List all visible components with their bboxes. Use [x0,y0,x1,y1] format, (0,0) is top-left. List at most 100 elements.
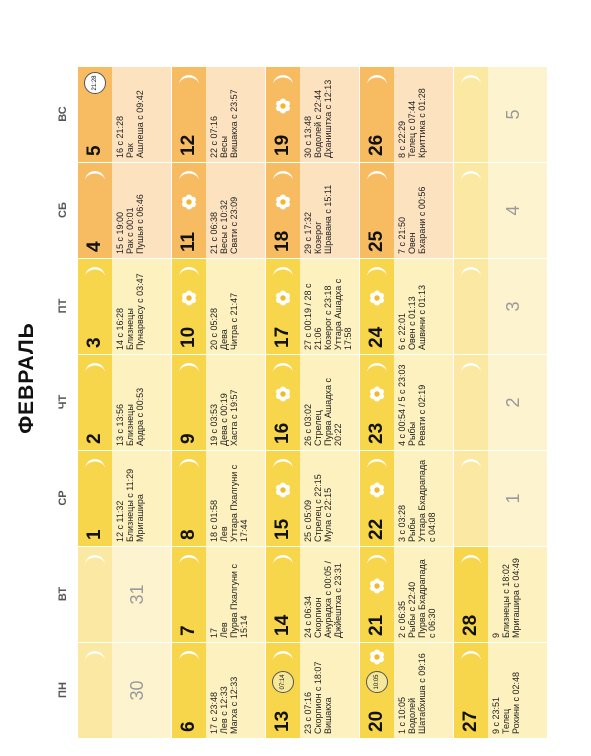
day-header-band [360,547,394,642]
day-cell[interactable]: 12 22 с 07:16 Весы Вишакха с 23:57 [172,66,266,162]
day-header-band [360,451,394,546]
day-cell[interactable]: 3 14 с 16:28 Близнецы Пунарвасу с 03:47 [78,258,172,354]
lunar-info: 14 с 16:28 Близнецы Пунарвасу с 03:47 [115,273,145,350]
day-cell[interactable]: 5 [454,66,548,162]
crescent-moon-icon [273,651,293,661]
time-badge: 21:28 [84,72,106,94]
day-cell[interactable]: 10:05 20 1 с 10:05 Водолей Шатабхиша с 09:… [360,642,454,738]
day-number: 14 [272,614,293,636]
day-cell[interactable]: 30 [78,642,172,738]
day-header-band [172,67,206,162]
crescent-moon-icon [461,459,481,469]
day-cell[interactable]: 27 9 с 23:51 Телец Рохини с 02:48 [454,642,548,738]
day-number: 7 [178,625,199,636]
crescent-moon-icon [179,75,199,85]
week-row: 07:14 13 23 с 07:16 Скорпион с 18:07 Вишак… [266,66,360,738]
day-number: 4 [84,241,105,252]
day-header-band: 10:05 [360,643,394,738]
day-cell[interactable]: 26 8 с 22:29 Телец с 07:44 Криттика с 01:… [360,66,454,162]
day-cell[interactable]: 6 17 с 23:48 Лев с 12:33 Магха с 12:33 [172,642,266,738]
day-cell[interactable]: 3 [454,258,548,354]
day-cell[interactable]: 23 4 с 00:54 / 5 с 23:03 Рыбы Ревати с 02… [360,354,454,450]
day-cell[interactable]: 31 [78,546,172,642]
crescent-moon-icon [273,459,293,469]
day-number: 10 [178,326,199,348]
crescent-moon-icon [85,459,105,469]
crescent-moon-icon [367,75,387,85]
crescent-moon-icon [179,651,199,661]
day-number: 1 [84,529,105,540]
day-header-band [360,355,394,450]
crescent-moon-icon [367,171,387,181]
crescent-moon-icon [461,651,481,661]
day-cell[interactable]: 7 17 Лев Пурва Пхалгуни с 15:14 [172,546,266,642]
day-header-band [266,259,300,354]
day-cell[interactable]: 1 12 с 11:32 Близнецы с 11:29 Мригашира [78,450,172,546]
lunar-info: 25 с 05:09 Стрелец с 22:15 Мула с 22:15 [303,474,333,542]
lunar-info: 15 с 19:00 Рак с 00:01 Пушья с 06:46 [115,194,145,254]
day-number: 28 [460,614,481,636]
day-cell[interactable]: 18 29 с 17:32 Козерог Шравана с 15:11 [266,162,360,258]
day-cell[interactable]: 25 7 с 21:50 Овен Бхарани с 00:56 [360,162,454,258]
weekday-header: СР [57,490,69,506]
crescent-moon-icon [461,363,481,373]
day-header-band [266,355,300,450]
day-header-band [266,547,300,642]
lunar-info: 30 с 13:48 Водолей с 22:44 Дхаништха с 1… [303,79,333,158]
crescent-moon-icon [367,555,387,565]
weekday-header: ВС [57,106,69,122]
crescent-moon-icon [179,363,199,373]
flower-icon [370,482,384,498]
day-number: 19 [272,134,293,156]
time-badge: 07:14 [272,671,294,693]
day-number: 25 [366,230,387,252]
day-number: 24 [366,326,387,348]
day-cell[interactable]: 8 18 с 01:58 Лев Уттара Пхалгуни с 17:44 [172,450,266,546]
day-cell[interactable]: 21 2 с 06:35 Рыбы с 22:40 Пурва Бхадрапад… [360,546,454,642]
day-header-band [78,259,112,354]
day-header-band: 07:14 [266,643,300,738]
weekday-header: СБ [57,202,69,218]
day-header-band [172,163,206,258]
day-cell[interactable]: 11 21 с 06:38 Весы с 10:32 Свати с 23:09 [172,162,266,258]
lunar-info: 22 с 07:16 Весы Вишакха с 23:57 [209,89,239,158]
flower-icon [276,386,290,402]
day-header-band [172,259,206,354]
day-cell[interactable]: 14 24 с 06:34 Скорпион Анурадха с 00:05 /… [266,546,360,642]
day-number: 6 [178,721,199,732]
day-cell[interactable]: 22 3 с 03:28 Рыбы Уттара Бхадрапада с 04:… [360,450,454,546]
day-cell[interactable]: 17 27 с 00:19 / 28 с 21:06 Козерог с 23:1… [266,258,360,354]
day-cell[interactable]: 4 [454,162,548,258]
day-cell[interactable]: 2 13 с 13:56 Близнецы Ардра с 00:53 [78,354,172,450]
day-cell[interactable]: 16 26 с 03:02 Стрелец Пурва Ашадха с 20:2… [266,354,360,450]
day-cell[interactable]: 21:28 5 16 с 21:28 Рак Ашлеша с 09:42 [78,66,172,162]
day-cell[interactable]: 15 25 с 05:09 Стрелец с 22:15 Мула с 22:1… [266,450,360,546]
day-cell[interactable]: 28 9 Близнецы с 18:02 Мригашира с 04:49 [454,546,548,642]
day-cell[interactable]: 10 20 с 05:28 Дева Читра с 21:47 [172,258,266,354]
day-header-band [360,259,394,354]
lunar-info: 16 с 21:28 Рак Ашлеша с 09:42 [115,90,145,158]
flower-icon [276,98,290,114]
crescent-moon-icon [179,459,199,469]
day-header-band [454,259,488,354]
lunar-info: 9 Близнецы с 18:02 Мригашира с 04:49 [491,558,521,638]
other-month-day-number: 31 [127,584,147,605]
day-number: 15 [272,518,293,540]
day-number: 20 [366,710,387,732]
crescent-moon-icon [179,171,199,181]
lunar-info: 6 с 22:01 Овен с 01:13 Ашвини с 01:13 [397,284,427,350]
day-cell[interactable]: 1 [454,450,548,546]
week-row: 10:05 20 1 с 10:05 Водолей Шатабхиша с 09:… [360,66,454,738]
day-cell[interactable]: 4 15 с 19:00 Рак с 00:01 Пушья с 06:46 [78,162,172,258]
day-cell[interactable]: 2 [454,354,548,450]
day-header-band [454,643,488,738]
day-cell[interactable]: 07:14 13 23 с 07:16 Скорпион с 18:07 Вишак… [266,642,360,738]
day-cell[interactable]: 24 6 с 22:01 Овен с 01:13 Ашвини с 01:13 [360,258,454,354]
day-cell[interactable]: 19 30 с 13:48 Водолей с 22:44 Дхаништха с… [266,66,360,162]
day-header-band [172,547,206,642]
lunar-info: 4 с 00:54 / 5 с 23:03 Рыбы Ревати с 02:1… [397,364,427,446]
day-cell[interactable]: 9 19 с 03:53 Дева с 00:19 Хаста с 19:57 [172,354,266,450]
day-number: 18 [272,230,293,252]
day-number: 2 [84,433,105,444]
